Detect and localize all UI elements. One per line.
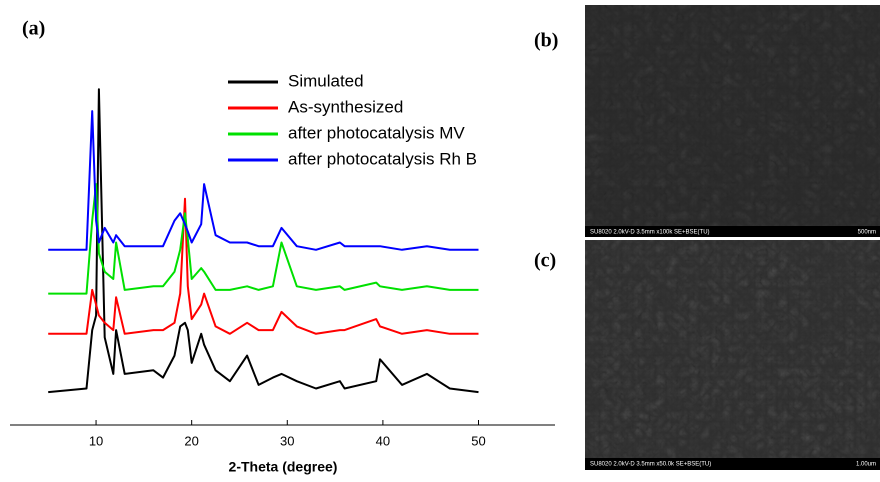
legend-label: Simulated [288, 71, 364, 90]
panel-label: (c) [534, 250, 556, 272]
x-tick-label: 50 [471, 433, 485, 448]
sem-caption: SU8020 2.0kV-D 3.5mm x50.0k SE+BSE(TU) [590, 462, 711, 468]
legend-label: As-synthesized [288, 97, 403, 116]
data-line [48, 199, 478, 334]
sem-texture [585, 5, 880, 237]
panel-label: (a) [22, 18, 45, 40]
x-axis-label: 2-Theta (degree) [229, 459, 338, 475]
figure: (a) 2-Theta (degree) SU8020 2.0kV-D 3.5m… [0, 0, 880, 482]
x-tick-label: 10 [89, 433, 103, 448]
data-line [48, 184, 478, 294]
legend-label: after photocatalysis MV [288, 123, 465, 142]
sem-texture [585, 240, 880, 470]
chart: (a) 2-Theta (degree) SU8020 2.0kV-D 3.5m… [0, 0, 880, 482]
sem-caption: SU8020 2.0kV-D 3.5mm x100k SE+BSE(TU) [590, 230, 710, 236]
sem-scale: 1.00um [856, 462, 876, 468]
panel-label: (b) [534, 30, 558, 52]
x-tick-label: 40 [376, 433, 390, 448]
legend-label: after photocatalysis Rh B [288, 149, 477, 168]
x-tick-label: 20 [184, 433, 198, 448]
sem-scale: 500nm [858, 230, 876, 236]
x-tick-label: 30 [280, 433, 294, 448]
